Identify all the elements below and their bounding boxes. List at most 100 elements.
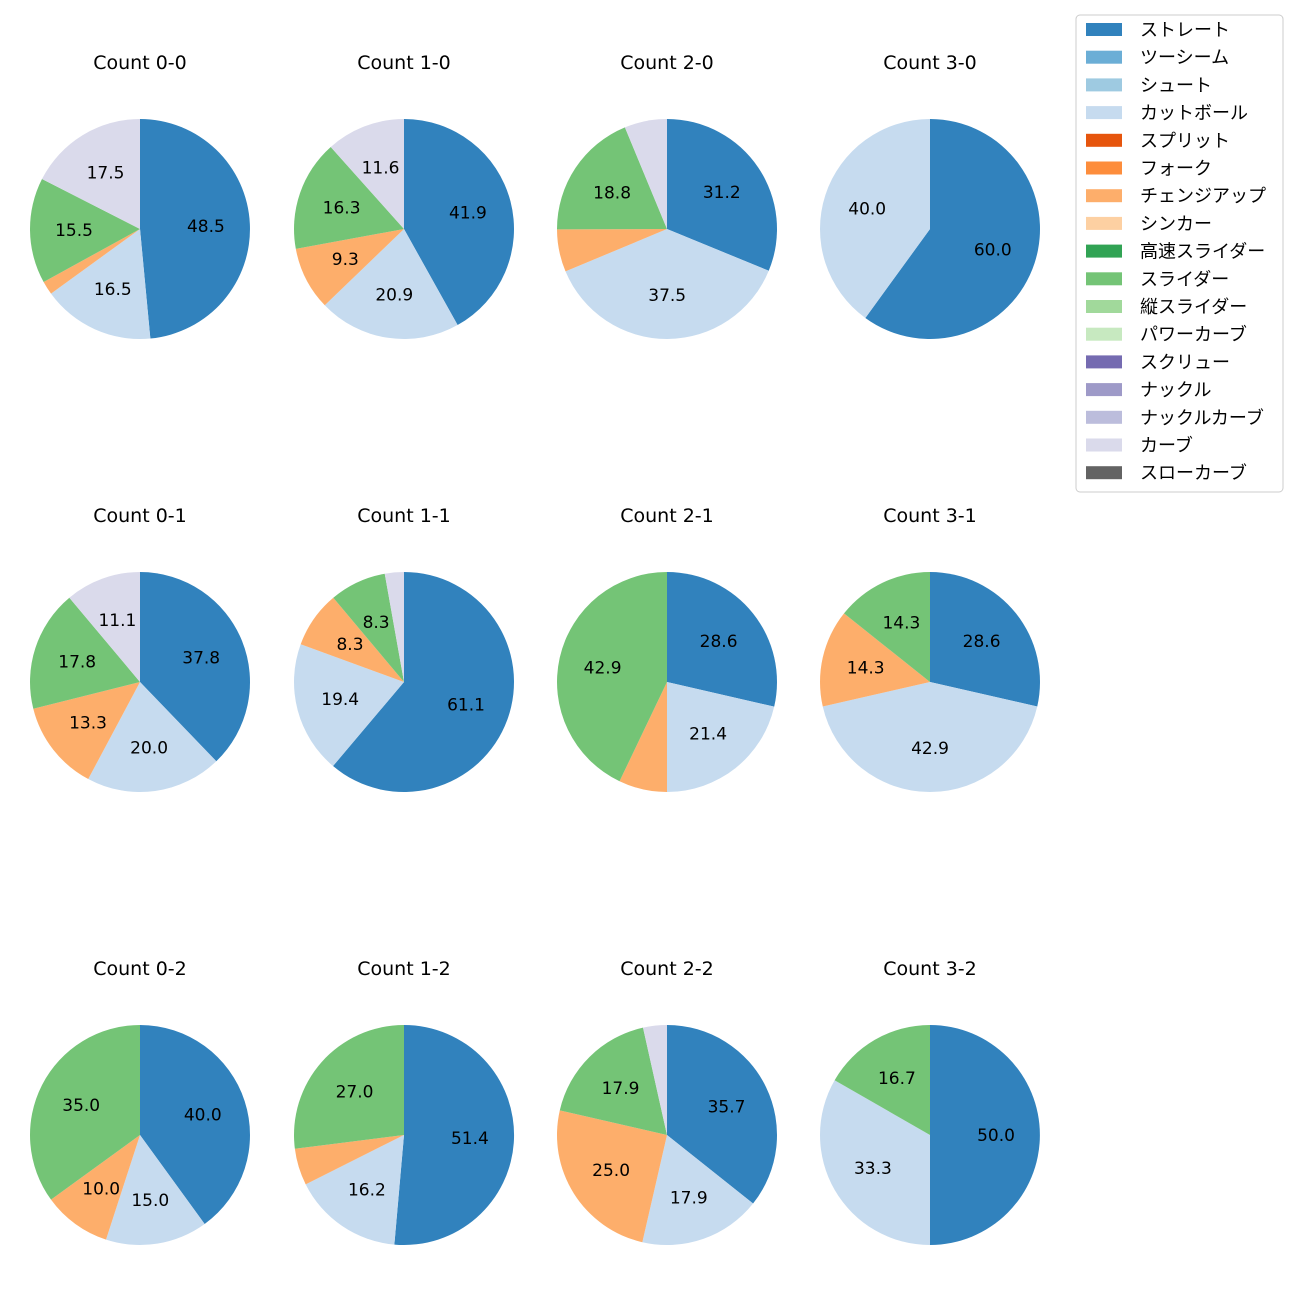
slice-label: 14.3 (847, 658, 885, 678)
pie-slice (930, 1025, 1040, 1245)
legend-label: スプリット (1140, 131, 1230, 152)
pie-slice (667, 682, 775, 792)
legend-item: シュート (1086, 75, 1212, 96)
slice-label: 17.9 (602, 1079, 640, 1099)
pie-slice (30, 597, 141, 709)
slice-label: 51.4 (451, 1129, 489, 1149)
legend-item: シンカー (1086, 214, 1212, 235)
legend-label: ツーシーム (1140, 48, 1229, 69)
pie-slice (404, 118, 515, 326)
pie-title: Count 0-0 (93, 52, 187, 74)
pie-10: Count 1-2 51.4 16.2 27.0 (294, 958, 515, 1245)
legend-swatch (1086, 244, 1122, 258)
legend-item: ナックルカーブ (1086, 407, 1264, 429)
pie-slice (294, 146, 404, 249)
legend-label: カットボール (1140, 103, 1248, 124)
pie-7: Count 2-1 28.6 21.4 42.9 (557, 505, 778, 792)
pie-title: Count 0-2 (93, 958, 187, 980)
pie-slice (557, 229, 667, 272)
legend-label: スローカーブ (1140, 462, 1247, 484)
slice-label: 48.5 (187, 217, 225, 237)
legend-swatch (1086, 272, 1122, 286)
pie-slice (556, 1110, 667, 1243)
pie-slice (300, 597, 404, 682)
pie-slice (51, 1135, 141, 1240)
slice-label: 19.4 (321, 690, 359, 710)
slice-label: 18.8 (593, 183, 631, 203)
slice-label: 60.0 (974, 240, 1012, 260)
pie-title: Count 2-2 (620, 958, 714, 980)
pie-slice (140, 572, 250, 762)
legend-label: シンカー (1140, 214, 1212, 235)
pie-title: Count 1-1 (357, 505, 451, 527)
pie-slice (557, 572, 667, 782)
pie-slice (559, 1027, 667, 1135)
legend-item: ナックル (1086, 380, 1211, 401)
slice-label: 9.3 (332, 250, 359, 270)
slice-label: 42.9 (584, 658, 622, 678)
pie-slice (51, 229, 151, 339)
legend-item: チェンジアップ (1086, 186, 1266, 207)
slice-label: 50.0 (977, 1126, 1015, 1146)
legend-label: ナックル (1140, 380, 1211, 401)
slice-label: 37.8 (182, 648, 220, 668)
pie-slice (394, 1025, 515, 1245)
legend-swatch (1086, 438, 1122, 452)
legend-label: カーブ (1140, 435, 1193, 457)
pie-slice (834, 1025, 930, 1135)
slice-label: 42.9 (911, 739, 949, 759)
pie-8: Count 3-1 28.6 42.9 14.3 14.3 (820, 505, 1040, 792)
legend-item: カットボール (1086, 103, 1248, 124)
pie-slice (33, 682, 140, 780)
slice-label: 20.0 (130, 738, 168, 758)
legend-item: スローカーブ (1086, 462, 1247, 484)
legend-label: 高速スライダー (1140, 242, 1265, 263)
legend-label: ストレート (1140, 20, 1230, 41)
pie-4: Count 3-0 60.0 40.0 (819, 52, 1040, 339)
pie-slice (330, 119, 404, 229)
slice-label: 20.9 (375, 285, 413, 305)
pie-slice (819, 119, 930, 318)
slice-label: 21.4 (689, 725, 727, 745)
pie-grid: Count 0-0 48.5 16.5 15.5 17.5 Count 1-0 41.9 20… (29, 52, 1040, 1246)
slice-label: 16.5 (94, 280, 132, 300)
pie-slice (43, 229, 140, 294)
legend-swatch (1086, 300, 1122, 313)
legend-item: パワーカーブ (1086, 324, 1247, 346)
pie-slice (69, 572, 140, 682)
pie-slice (667, 572, 778, 707)
pie-slice (642, 1135, 754, 1246)
slice-label: 35.7 (708, 1097, 746, 1117)
slice-label: 28.6 (963, 632, 1001, 652)
slice-label: 27.0 (336, 1082, 374, 1102)
pie-slice (619, 682, 667, 792)
pie-slice (333, 572, 515, 792)
legend-item: スプリット (1086, 131, 1230, 152)
pie-slice (667, 119, 778, 271)
slice-label: 33.3 (854, 1159, 892, 1179)
legend-item: ツーシーム (1086, 48, 1229, 69)
pie-1: Count 0-0 48.5 16.5 15.5 17.5 (30, 52, 250, 339)
pie-title: Count 1-0 (357, 52, 451, 74)
pie-slice (324, 229, 458, 339)
pie-title: Count 2-1 (620, 505, 714, 527)
pie-slice (819, 1080, 930, 1245)
legend-swatch (1086, 355, 1122, 369)
legend-item: スライダー (1086, 269, 1229, 290)
slice-label: 25.0 (592, 1161, 630, 1181)
slice-label: 8.3 (363, 613, 390, 633)
slice-label: 15.0 (131, 1191, 169, 1211)
pie-slice (30, 179, 140, 282)
pie-slice (295, 229, 404, 306)
pie-slice (865, 119, 1040, 339)
pie-slice (624, 119, 667, 229)
pie-5: Count 0-1 37.8 20.0 13.3 17.8 11.1 (30, 505, 250, 792)
pie-title: Count 0-1 (93, 505, 187, 527)
legend-swatch (1086, 383, 1122, 397)
legend-item: ストレート (1086, 20, 1230, 41)
pie-slice (844, 572, 930, 682)
pie-9: Count 0-2 40.0 15.0 10.0 35.0 (29, 958, 251, 1246)
slice-label: 61.1 (447, 696, 485, 716)
legend-label: スクリュー (1140, 352, 1230, 373)
